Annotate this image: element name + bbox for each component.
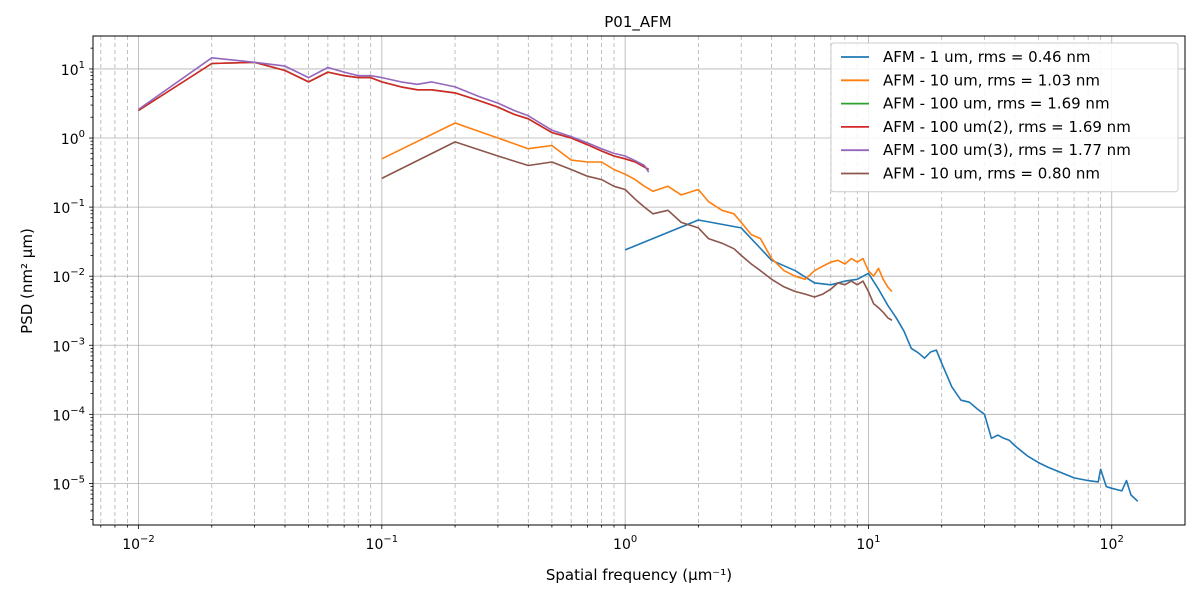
series-lines <box>138 56 1139 502</box>
series-line-5 <box>138 56 650 173</box>
y-tick-label: 10−3 <box>52 336 85 355</box>
legend: AFM - 1 um, rms = 0.46 nm AFM - 10 um, rm… <box>830 42 1179 193</box>
y-tick-label: 10−4 <box>52 405 85 424</box>
chart-title: P01_AFM <box>604 13 671 32</box>
y-tick-label: 10−5 <box>52 474 85 493</box>
x-tick-label: 10−2 <box>122 534 155 553</box>
legend-entry-label: AFM - 100 um(2), rms = 1.69 nm <box>883 118 1131 136</box>
x-tick-label: 101 <box>856 534 880 553</box>
legend-entry-label: AFM - 10 um, rms = 1.03 nm <box>883 71 1100 89</box>
legend-entry-label: AFM - 1 um, rms = 0.46 nm <box>883 48 1090 66</box>
series-line-6 <box>381 141 893 321</box>
series-line-2 <box>381 122 893 293</box>
y-tick-label: 10−2 <box>52 267 85 286</box>
legend-box <box>830 42 1179 193</box>
legend-entry-label: AFM - 100 um(3), rms = 1.77 nm <box>883 141 1131 159</box>
axis-ticks: 10−2 10−1 100 101 102 10−5 10−4 10−3 10−2 10−1 100… <box>52 47 1124 553</box>
legend-entry-label: AFM - 100 um, rms = 1.69 nm <box>883 95 1110 113</box>
y-tick-label: 100 <box>61 129 85 148</box>
legend-entry-label: AFM - 10 um, rms = 0.80 nm <box>883 165 1100 183</box>
x-tick-label: 10−1 <box>366 534 399 553</box>
x-tick-label: 100 <box>613 534 637 553</box>
x-axis-label: Spatial frequency (μm⁻¹) <box>546 566 732 584</box>
y-tick-label: 10−1 <box>52 198 85 217</box>
y-tick-label: 101 <box>61 60 85 79</box>
grid <box>93 36 1185 525</box>
y-axis-label: PSD (nm² μm) <box>18 228 36 334</box>
plot-frame <box>92 35 1186 526</box>
series-line-4 <box>138 61 650 171</box>
x-tick-label: 102 <box>1100 534 1124 553</box>
series-line-1 <box>624 219 1139 502</box>
